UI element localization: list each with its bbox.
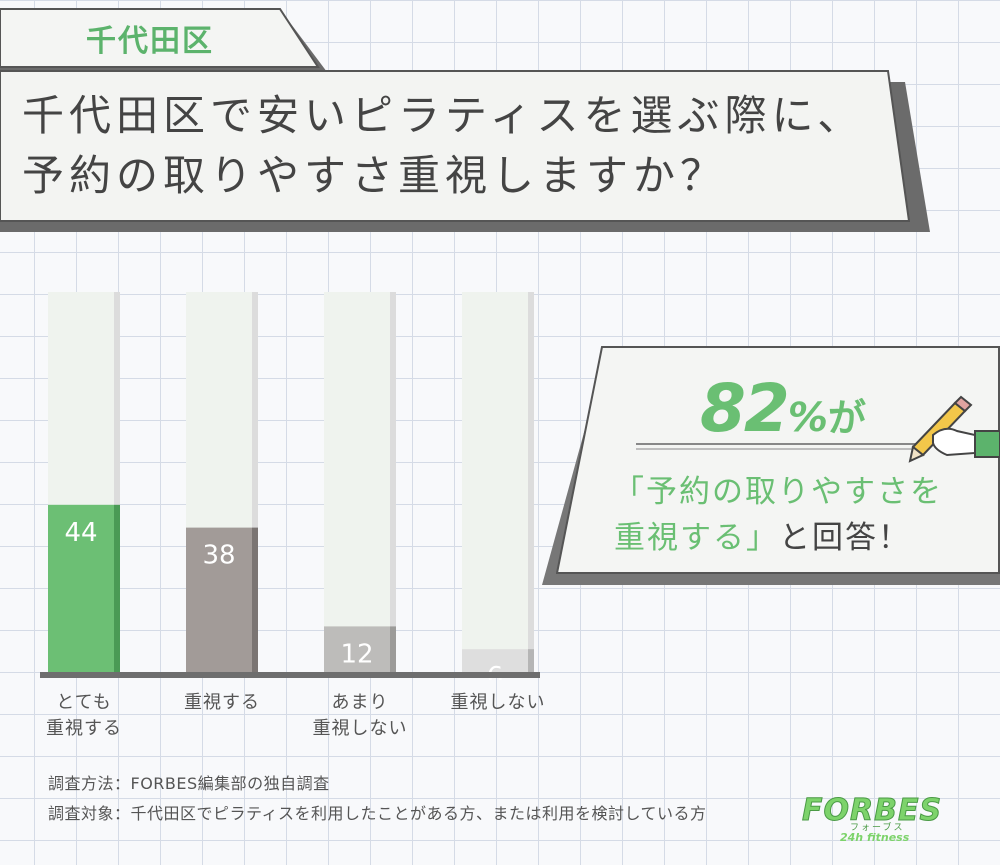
category-label: あまり 重視しない	[312, 692, 408, 739]
callout-line-2: 重視する」と回答！	[614, 512, 911, 557]
title-panel	[0, 70, 910, 222]
bar-track	[462, 292, 528, 672]
tag-box	[0, 8, 320, 68]
category-label: とても 重視する	[46, 692, 122, 739]
bar-shadow	[252, 527, 258, 672]
tag-label: 千代田区	[86, 24, 214, 59]
title-line-2: 予約の取りやすさ重視しますか？	[22, 151, 728, 200]
bar-shadow	[390, 626, 396, 672]
bar-value-label: 12	[340, 639, 373, 669]
pencil-hand-icon	[908, 395, 1000, 463]
page-title: 千代田区で安いピラティスを選ぶ際に、 予約の取りやすさ重視しますか？	[22, 86, 902, 206]
svg-text:フォーブス: フォーブス	[850, 821, 904, 833]
bar-track-shadow	[114, 292, 120, 672]
bar-track	[324, 292, 390, 672]
category-label: 重視しない	[450, 692, 546, 713]
bar-track-shadow	[528, 292, 534, 672]
svg-text:FORBES: FORBES	[802, 793, 942, 828]
bar-track-shadow	[390, 292, 396, 672]
x-axis-baseline	[40, 672, 540, 678]
callout-line-1: 「予約の取りやすさを	[613, 474, 943, 510]
callout-percent: %	[787, 395, 828, 441]
callout-box	[556, 346, 1000, 574]
bar-value-label: 38	[202, 541, 235, 571]
bar-shadow	[528, 649, 534, 672]
callout-line-2-dark: と回答！	[779, 520, 911, 556]
callout-headline: 82%が	[700, 370, 866, 447]
callout-suffix: が	[827, 396, 866, 440]
bar-track-shadow	[252, 292, 258, 672]
bar	[48, 504, 114, 672]
bar-chart: 44 38 12 6 とても 重視する 重視する あまり 重視しない 重視しない	[0, 280, 560, 750]
bar	[186, 527, 252, 672]
bar-shadow	[114, 504, 120, 672]
category-label: 重視する	[184, 692, 260, 713]
bar-value-label: 44	[64, 518, 97, 548]
callout-line-2-green: 重視する」	[614, 520, 779, 556]
title-line-1: 千代田区で安いピラティスを選ぶ際に、	[22, 91, 865, 140]
bar	[324, 626, 390, 672]
survey-target: 調査対象：千代田区でピラティスを利用したことがある方、または利用を検討している方	[48, 804, 707, 823]
bar	[462, 649, 528, 672]
callout-number: 82	[700, 370, 790, 447]
survey-method: 調査方法：FORBES編集部の独自調査	[48, 774, 330, 793]
svg-text:24h fitness: 24h fitness	[840, 831, 910, 844]
forbes-logo: FORBES フォーブス 24h fitness	[802, 793, 942, 845]
